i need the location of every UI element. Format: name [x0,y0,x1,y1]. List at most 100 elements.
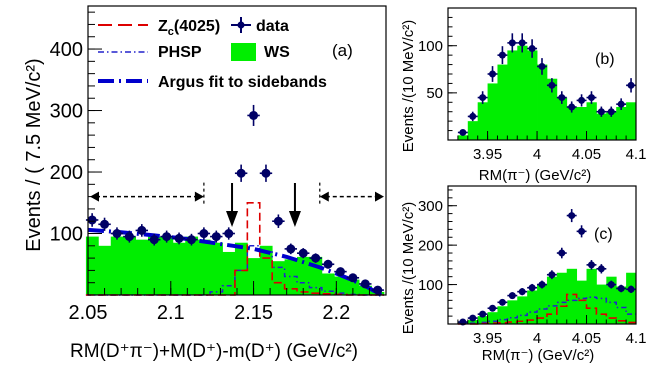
y-tick-label: 200 [418,237,443,254]
ws-bar [321,273,335,295]
data-point [548,271,556,279]
ws-bar [576,107,587,140]
ws-bar [487,312,498,324]
plot-frame [447,185,637,325]
data-point [627,285,635,293]
ws-bar [537,64,548,140]
zc-histogram [85,201,384,296]
data-point [498,51,506,59]
legend-argus-label: Argus fit to sidebands [158,74,327,91]
panel-a-xlabel: RM(D⁺π⁻)+M(D⁺)-m(D⁺) (GeV/c²) [70,341,358,362]
data-point [578,227,586,235]
data-point [587,94,595,102]
ws-bar [85,236,99,295]
ws-bar [272,261,285,295]
zc-histogram [457,293,636,325]
panel-b-label: (b) [595,51,615,68]
legend: Zc(4025) data PHSP WS Argus fit to sideb… [98,17,327,91]
ws-bar [467,320,479,324]
ws-bar [148,236,161,295]
sideband-left-arrow-head-left [90,191,99,202]
y-tick-label: 300 [50,101,83,123]
ws-bar [527,50,538,140]
ws-bar [234,242,248,295]
data-point [199,229,209,239]
panel-c-label: (c) [594,226,613,243]
ws-bar [110,236,124,295]
data-point [617,285,625,293]
data-point [548,81,556,89]
data-point [518,39,526,47]
ws-bar [98,245,112,295]
panel-c: 3.95 4 4.05 4.1 100 200 300 [418,185,647,347]
data-point [568,212,576,220]
ws-bar [517,45,528,140]
data-point [489,70,497,78]
ws-bar [507,50,518,140]
panel-b: 3.95 4 4.05 4.1 50 100 [418,7,647,163]
ws-bar [606,276,617,324]
data-point [261,168,271,178]
sideband-right-arrow-head-right [375,191,384,202]
ws-bar [616,107,627,140]
ws-bar [222,251,236,295]
ws-bar [297,256,310,295]
data-point [100,219,110,229]
data-point [459,128,467,136]
data-point [273,216,283,226]
x-tick-label: 4.1 [626,330,647,347]
data-point [538,281,546,289]
sideband-left-arrow-head-right [194,191,204,202]
data-point [597,265,605,273]
data-point [498,298,506,306]
x-tick-label: 4 [533,330,541,347]
ws-bar [346,279,360,295]
panel-c-ylabel: Events /(10 MeV/c²) [400,202,417,335]
ws-bar [626,102,637,140]
data-point [162,232,172,242]
data-point [518,288,526,296]
y-tick-label: 300 [418,198,443,215]
ws-bar [546,276,558,324]
legend-data-label: data [256,18,289,35]
ws-bar [247,258,261,295]
legend-phsp-label: PHSP [158,44,202,61]
data-point [249,110,259,120]
ws-bar [160,236,174,295]
data-point [489,304,497,312]
ws-bar [197,239,211,295]
data-point [479,94,487,102]
y-tick-label: 100 [418,277,443,294]
data-point [360,279,370,289]
x-tick-label: 4.1 [626,146,647,163]
ws-bar [566,268,578,324]
data-point [112,229,122,239]
ws-bar [185,236,199,295]
ws-bar [626,272,637,324]
data-point [298,248,308,258]
data-point [508,292,516,300]
ws-bar [527,290,538,324]
data-point [137,225,147,235]
data-point [627,81,635,89]
ws-bar [556,97,568,140]
data-point [323,259,333,269]
data-point [558,94,566,102]
ws-bar [507,300,518,324]
ws-bar [210,242,223,295]
data-point [469,112,477,120]
data-point [528,45,536,53]
data-point [607,281,615,289]
ws-bar [284,259,298,295]
panel-a-label: (a) [332,41,353,60]
ws-bar [467,121,479,140]
ws-bar [616,286,627,324]
data-point [373,285,383,295]
ws-bar [586,102,597,140]
data-point [479,310,487,318]
data-point [469,314,477,322]
data-point [224,229,234,239]
ws-bar [606,111,617,140]
ws-bar [556,272,568,324]
data-point [568,103,576,111]
